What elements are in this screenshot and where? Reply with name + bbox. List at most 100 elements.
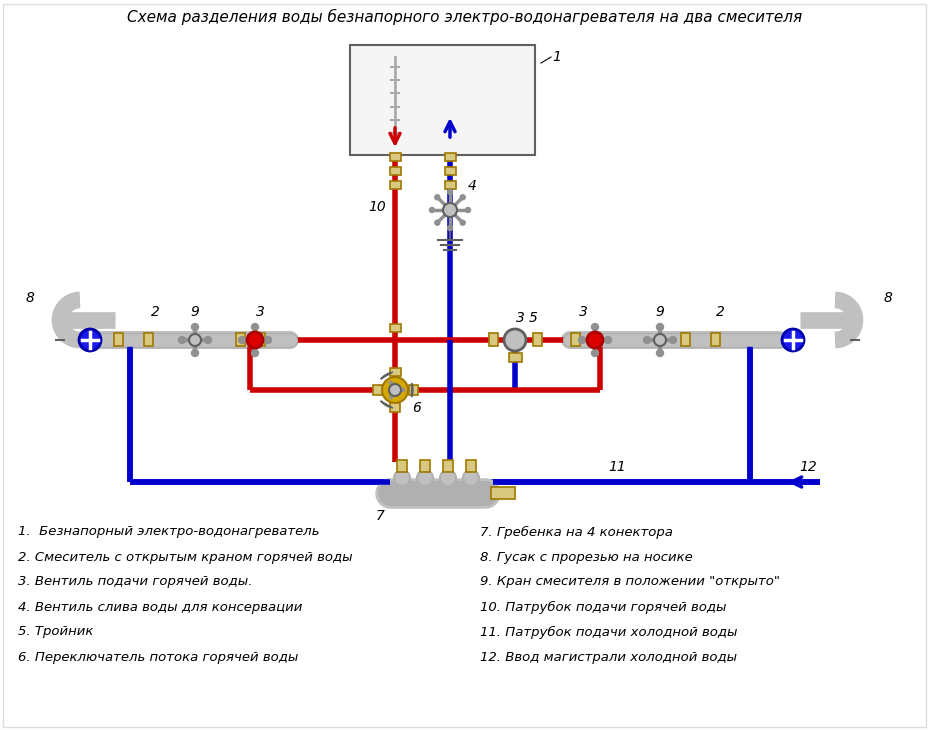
Text: 9. Кран смесителя в положении "открыто": 9. Кран смесителя в положении "открыто" — [480, 575, 780, 588]
Text: 3: 3 — [256, 305, 264, 319]
Circle shape — [382, 377, 408, 403]
Circle shape — [251, 323, 259, 331]
Bar — [397, 460, 407, 472]
Polygon shape — [380, 372, 392, 379]
Polygon shape — [380, 401, 392, 408]
Bar — [509, 353, 522, 362]
Circle shape — [251, 350, 259, 356]
Bar — [711, 333, 720, 346]
Text: 3. Вентиль подачи горячей воды.: 3. Вентиль подачи горячей воды. — [18, 575, 253, 588]
Text: 3: 3 — [515, 311, 525, 325]
Circle shape — [192, 350, 198, 356]
Circle shape — [657, 323, 663, 331]
Circle shape — [434, 195, 440, 200]
Circle shape — [389, 384, 401, 396]
Text: 12: 12 — [799, 460, 817, 474]
Text: 7: 7 — [376, 509, 384, 523]
Text: 10: 10 — [368, 200, 386, 214]
Bar — [390, 324, 401, 332]
Circle shape — [205, 337, 211, 344]
Text: 12. Ввод магистрали холодной воды: 12. Ввод магистрали холодной воды — [480, 650, 737, 664]
Text: 9: 9 — [191, 305, 199, 319]
Text: 10. Патрубок подачи горячей воды: 10. Патрубок подачи горячей воды — [480, 601, 726, 613]
Circle shape — [589, 334, 601, 346]
Bar — [390, 181, 401, 189]
Text: 6. Переключатель потока горячей воды: 6. Переключатель потока горячей воды — [18, 650, 299, 664]
Bar — [420, 460, 430, 472]
Circle shape — [247, 332, 263, 348]
Bar — [409, 385, 418, 395]
Circle shape — [644, 337, 650, 344]
Bar — [491, 487, 515, 499]
Bar — [571, 333, 580, 346]
Text: 6: 6 — [413, 401, 421, 415]
Text: 4. Вентиль слива воды для консервации: 4. Вентиль слива воды для консервации — [18, 601, 302, 613]
Bar — [144, 333, 153, 346]
Text: 3: 3 — [578, 305, 588, 319]
Bar — [489, 333, 498, 346]
Text: 7. Гребенка на 4 конектора: 7. Гребенка на 4 конектора — [480, 526, 673, 539]
Circle shape — [654, 334, 666, 346]
Bar — [466, 460, 476, 472]
Text: 4: 4 — [468, 179, 476, 193]
Circle shape — [443, 203, 457, 217]
Text: 8. Гусак с прорезью на носике: 8. Гусак с прорезью на носике — [480, 550, 693, 564]
Text: 8: 8 — [25, 291, 34, 305]
Circle shape — [417, 470, 433, 486]
Bar — [390, 403, 400, 412]
Bar — [533, 333, 542, 346]
Bar — [591, 333, 600, 346]
Polygon shape — [412, 383, 413, 397]
Circle shape — [264, 337, 272, 344]
Bar — [390, 153, 401, 161]
Circle shape — [192, 323, 198, 331]
Circle shape — [447, 226, 453, 231]
Text: 11. Патрубок подачи холодной воды: 11. Патрубок подачи холодной воды — [480, 626, 737, 639]
Circle shape — [434, 220, 440, 226]
Circle shape — [460, 220, 465, 226]
Text: 1.  Безнапорный электро-водонагреватель: 1. Безнапорный электро-водонагреватель — [18, 526, 320, 539]
Circle shape — [463, 470, 479, 486]
Circle shape — [179, 337, 185, 344]
Circle shape — [447, 190, 453, 194]
Text: 5: 5 — [528, 311, 538, 325]
Circle shape — [460, 195, 465, 200]
Text: 8: 8 — [884, 291, 893, 305]
Circle shape — [657, 350, 663, 356]
Circle shape — [670, 337, 676, 344]
Bar — [350, 45, 535, 155]
Bar — [445, 167, 456, 175]
Text: 2: 2 — [715, 305, 724, 319]
Circle shape — [249, 334, 261, 346]
Text: 2: 2 — [151, 305, 159, 319]
Circle shape — [430, 207, 434, 212]
Bar — [373, 385, 382, 395]
Bar — [236, 333, 245, 346]
Text: 11: 11 — [608, 460, 626, 474]
Circle shape — [79, 329, 101, 351]
Circle shape — [238, 337, 246, 344]
Text: Схема разделения воды безнапорного электро-водонагревателя на два смесителя: Схема разделения воды безнапорного элект… — [127, 9, 803, 25]
Bar — [114, 333, 123, 346]
Text: 1: 1 — [552, 50, 562, 64]
Bar — [445, 153, 456, 161]
Text: 5. Тройник: 5. Тройник — [18, 626, 93, 639]
Bar — [445, 181, 456, 189]
Circle shape — [394, 470, 410, 486]
Text: 9: 9 — [656, 305, 664, 319]
Circle shape — [782, 329, 804, 351]
Circle shape — [591, 323, 599, 331]
Circle shape — [578, 337, 586, 344]
Circle shape — [587, 332, 603, 348]
Bar — [443, 460, 453, 472]
Bar — [390, 368, 401, 376]
Circle shape — [466, 207, 471, 212]
Circle shape — [604, 337, 612, 344]
Circle shape — [189, 334, 201, 346]
Circle shape — [591, 350, 599, 356]
Bar — [681, 333, 690, 346]
Bar — [390, 167, 401, 175]
Bar — [256, 333, 265, 346]
Text: 2. Смеситель с открытым краном горячей воды: 2. Смеситель с открытым краном горячей в… — [18, 550, 352, 564]
Circle shape — [440, 470, 456, 486]
